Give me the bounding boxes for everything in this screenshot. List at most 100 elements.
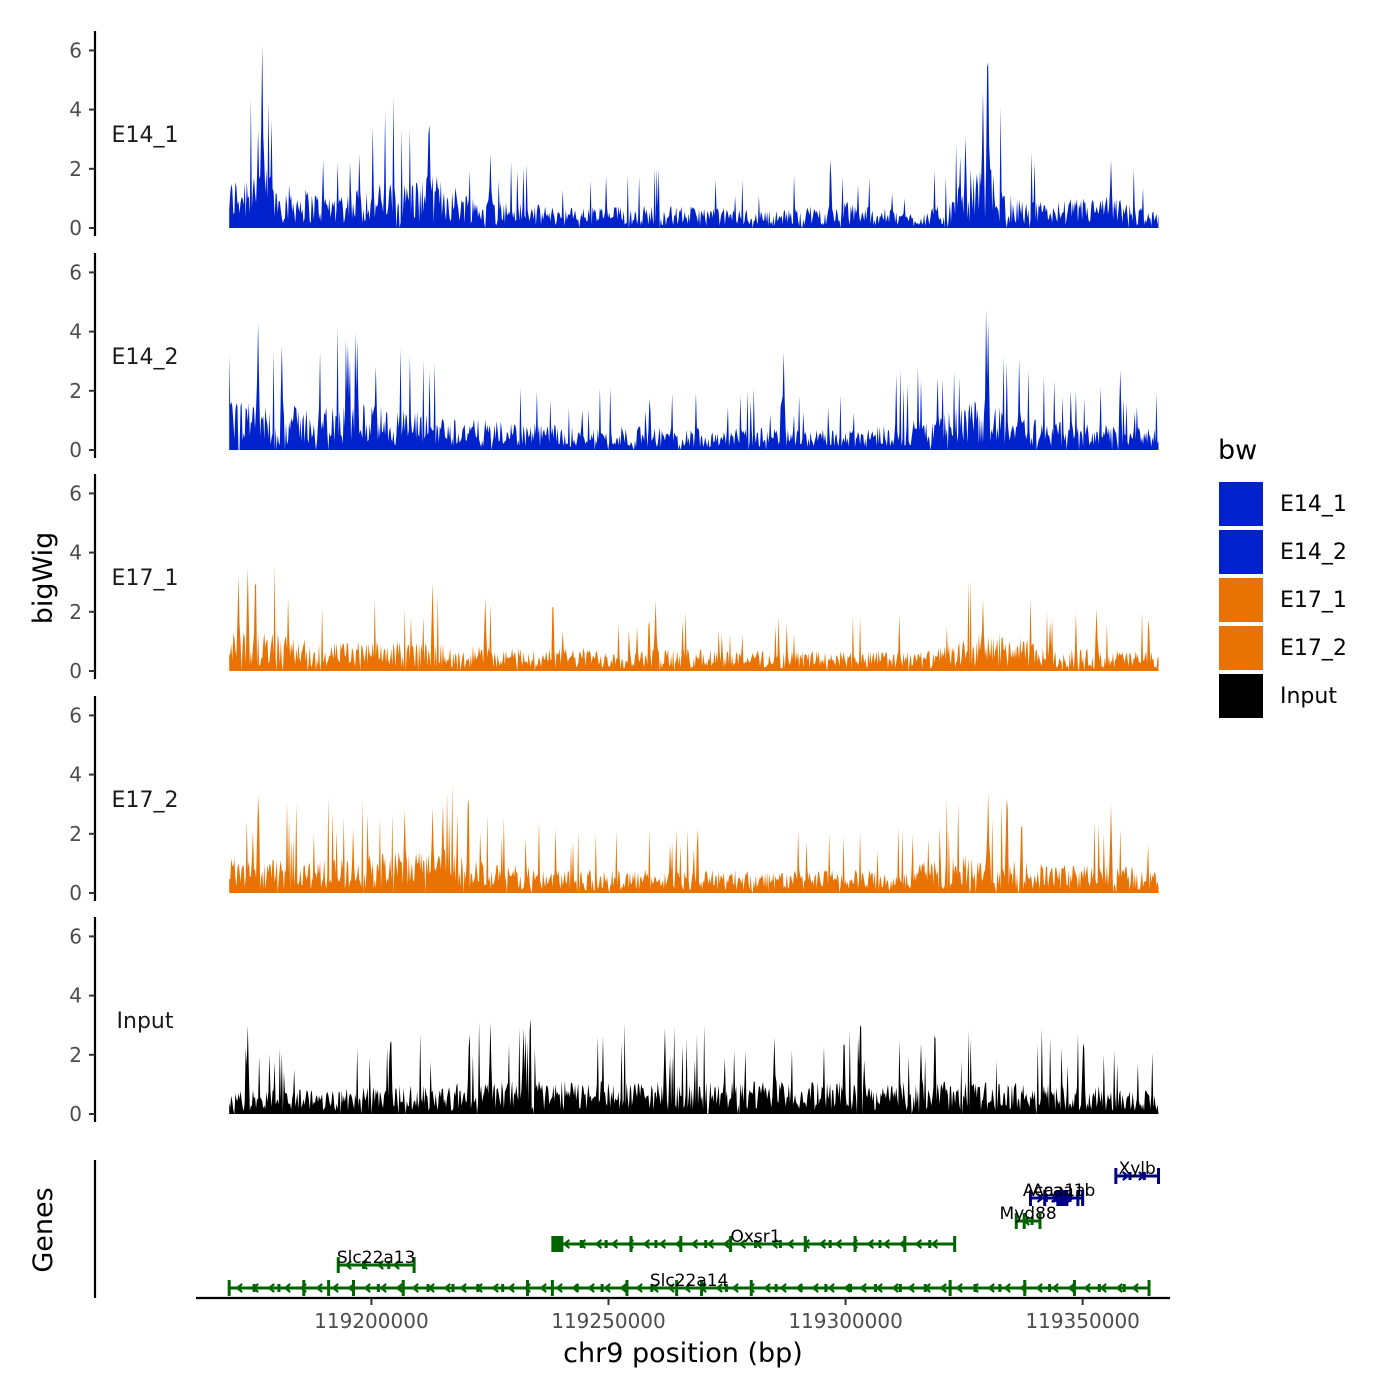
- gene-exon: [501, 1284, 505, 1292]
- gene-label: Oxsr1: [730, 1227, 780, 1247]
- gene-exon: [1038, 1213, 1042, 1229]
- strand-arrow: [571, 1283, 579, 1293]
- gene-exon: [898, 1284, 902, 1292]
- strand-arrow: [283, 1283, 291, 1293]
- gene-acaa1b: Acaa1b: [1032, 1181, 1095, 1206]
- strand-arrow: [507, 1283, 515, 1293]
- strand-arrow: [802, 1239, 811, 1249]
- gene-exon: [903, 1236, 907, 1252]
- y-tick-label: 2: [69, 157, 82, 181]
- strand-arrow: [443, 1283, 451, 1293]
- gene-exon: [799, 1284, 803, 1292]
- track-label: Input: [117, 1009, 174, 1034]
- signal-area-e14-2: [229, 309, 1159, 450]
- track-e17-1: 0 2 4 6 E17_1: [69, 474, 1159, 683]
- gene-exon: [412, 1257, 416, 1273]
- strand-arrow: [866, 1239, 875, 1249]
- legend: bw E14_1 E14_2 E17_1 E17_2 Input: [1217, 435, 1347, 720]
- strand-arrow: [754, 1239, 763, 1249]
- strand-arrow: [427, 1283, 435, 1293]
- track-label: E14_1: [112, 123, 179, 148]
- strand-arrow: [875, 1283, 883, 1293]
- strand-arrow: [1067, 1283, 1075, 1293]
- strand-arrow: [827, 1283, 835, 1293]
- strand-arrow: [715, 1283, 723, 1293]
- strand-arrow: [891, 1283, 899, 1293]
- gene-exon: [1056, 1190, 1069, 1206]
- gene-slc22a14: Slc22a14: [227, 1271, 1151, 1296]
- gene-exon: [749, 1280, 753, 1296]
- strand-arrow: [344, 1260, 352, 1270]
- genes-axis-title: Genes: [28, 1187, 59, 1272]
- strand-arrow: [251, 1283, 259, 1293]
- y-tick-label: 4: [69, 984, 82, 1008]
- strand-arrow: [1067, 1193, 1075, 1203]
- strand-arrow: [882, 1239, 891, 1249]
- gene-exon: [1147, 1280, 1151, 1296]
- track-e17-2: 0 2 4 6 E17_2: [69, 696, 1159, 905]
- gene-exon: [376, 1284, 380, 1292]
- strand-arrow: [779, 1283, 787, 1293]
- strand-arrow: [786, 1239, 795, 1249]
- legend-key-e14-2: [1217, 528, 1265, 576]
- gene-exon: [1028, 1190, 1032, 1206]
- legend-key-e17-1: [1217, 576, 1265, 624]
- legend-key-e14-1: [1217, 480, 1265, 528]
- legend-label: Input: [1280, 684, 1337, 709]
- y-tick-label: 6: [69, 703, 82, 727]
- y-tick-label: 6: [69, 924, 82, 948]
- legend-label: E14_2: [1280, 540, 1347, 565]
- gene-label: Acaa1b: [1032, 1181, 1095, 1201]
- strand-arrow: [923, 1283, 931, 1293]
- strand-arrow: [594, 1239, 603, 1249]
- strand-arrow: [267, 1283, 275, 1293]
- gene-exon: [451, 1284, 455, 1292]
- gene-label: Slc22a13: [337, 1248, 416, 1268]
- strand-arrow: [722, 1239, 731, 1249]
- strand-arrow: [939, 1283, 947, 1293]
- strand-arrow: [651, 1283, 659, 1293]
- strand-arrow: [635, 1283, 643, 1293]
- strand-arrow: [971, 1283, 979, 1293]
- gene-exon: [629, 1236, 633, 1252]
- gene-exon: [973, 1284, 977, 1292]
- gene-exon: [675, 1280, 679, 1296]
- strand-arrow: [315, 1283, 323, 1293]
- signal-area-input: [229, 1018, 1159, 1114]
- gene-slc22a13: Slc22a13: [336, 1248, 416, 1273]
- y-tick-label: 0: [69, 1102, 82, 1126]
- strand-arrow: [587, 1283, 595, 1293]
- gene-exon: [401, 1280, 405, 1296]
- y-tick-label: 6: [69, 481, 82, 505]
- strand-arrow: [914, 1239, 923, 1249]
- gene-exon: [928, 1240, 932, 1248]
- gene-exon: [387, 1261, 391, 1269]
- legend-label: E17_1: [1280, 588, 1347, 613]
- strand-arrow: [843, 1283, 851, 1293]
- strand-arrow: [395, 1283, 403, 1293]
- gene-exon: [953, 1236, 957, 1252]
- y-tick-label: 0: [69, 659, 82, 683]
- strand-arrow: [1035, 1283, 1043, 1293]
- strand-arrow: [360, 1260, 368, 1270]
- gene-exon: [1157, 1168, 1161, 1184]
- gene-exon: [824, 1284, 828, 1292]
- gene-exon: [853, 1236, 857, 1252]
- gene-exon: [1081, 1190, 1085, 1206]
- strand-arrow: [299, 1283, 307, 1293]
- strand-arrow: [907, 1283, 915, 1293]
- gene-exon: [828, 1240, 832, 1248]
- strand-arrow: [578, 1239, 587, 1249]
- strand-arrow: [376, 1260, 384, 1270]
- strand-arrow: [747, 1283, 755, 1293]
- gene-exon: [948, 1280, 952, 1296]
- track-e14-2: 0 2 4 6 E14_2: [69, 253, 1159, 462]
- strand-arrow: [363, 1283, 371, 1293]
- gene-exon: [302, 1280, 306, 1296]
- x-axis-title: chr9 position (bp): [563, 1338, 803, 1369]
- gene-exon: [998, 1284, 1002, 1292]
- gene-exon: [1048, 1284, 1052, 1292]
- gene-exon: [277, 1284, 281, 1292]
- gene-label: Xylb: [1119, 1159, 1156, 1179]
